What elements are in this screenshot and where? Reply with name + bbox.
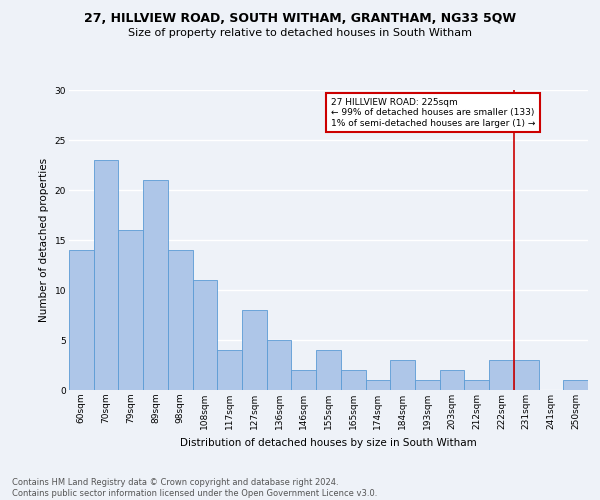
Text: 27 HILLVIEW ROAD: 225sqm
← 99% of detached houses are smaller (133)
1% of semi-d: 27 HILLVIEW ROAD: 225sqm ← 99% of detach… <box>331 98 535 128</box>
Bar <box>563 380 588 390</box>
Text: Size of property relative to detached houses in South Witham: Size of property relative to detached ho… <box>128 28 472 38</box>
Bar <box>217 350 242 390</box>
Text: 27, HILLVIEW ROAD, SOUTH WITHAM, GRANTHAM, NG33 5QW: 27, HILLVIEW ROAD, SOUTH WITHAM, GRANTHA… <box>84 12 516 26</box>
Bar <box>143 180 168 390</box>
Bar <box>390 360 415 390</box>
Bar <box>440 370 464 390</box>
Bar <box>242 310 267 390</box>
Bar <box>365 380 390 390</box>
Bar <box>316 350 341 390</box>
Y-axis label: Number of detached properties: Number of detached properties <box>39 158 49 322</box>
Bar <box>168 250 193 390</box>
Bar <box>118 230 143 390</box>
Bar <box>489 360 514 390</box>
Text: Contains HM Land Registry data © Crown copyright and database right 2024.
Contai: Contains HM Land Registry data © Crown c… <box>12 478 377 498</box>
Bar <box>415 380 440 390</box>
Text: Distribution of detached houses by size in South Witham: Distribution of detached houses by size … <box>181 438 477 448</box>
Bar <box>193 280 217 390</box>
Bar <box>464 380 489 390</box>
Bar <box>292 370 316 390</box>
Bar <box>94 160 118 390</box>
Bar <box>267 340 292 390</box>
Bar <box>514 360 539 390</box>
Bar <box>341 370 365 390</box>
Bar <box>69 250 94 390</box>
